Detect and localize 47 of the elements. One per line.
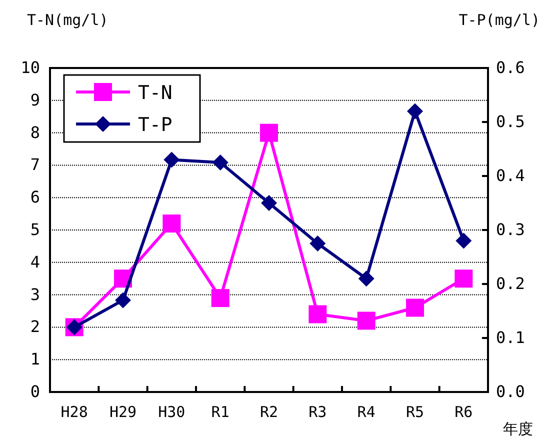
x-axis-title: 年度 — [503, 420, 533, 438]
point — [357, 312, 376, 330]
y-tick-label: 8 — [30, 122, 40, 142]
point — [407, 103, 423, 120]
y2-tick-label: 0.6 — [496, 58, 525, 77]
legend-label: T-P — [138, 114, 172, 136]
point — [164, 152, 180, 168]
point — [211, 289, 230, 308]
y2-tick-label: 0.2 — [496, 274, 525, 293]
y-tick-label: 6 — [30, 188, 40, 207]
point — [115, 292, 131, 308]
y-tick-label: 0 — [30, 382, 40, 401]
x-tick-label: H30 — [158, 403, 186, 421]
point — [456, 232, 472, 249]
x-tick-label: R6 — [454, 403, 473, 421]
x-tick-label: R4 — [357, 403, 376, 421]
y-tick-label: 4 — [30, 252, 40, 272]
y-tick-label: 3 — [30, 284, 40, 304]
x-tick-label: H29 — [109, 403, 137, 421]
y-tick-label: 9 — [30, 90, 40, 110]
x-tick-label: R1 — [211, 403, 230, 421]
y2-tick-label: 0.3 — [496, 220, 525, 239]
y2-tick-label: 0.4 — [496, 166, 525, 185]
y-tick-label: 1 — [30, 350, 40, 369]
x-tick-label: R5 — [406, 403, 424, 421]
point — [308, 305, 327, 324]
point — [212, 154, 228, 170]
y-tick-label: 10 — [20, 58, 40, 77]
y2-tick-label: 0.0 — [496, 382, 525, 401]
y2-axis-title: T-P(mg/l) — [458, 11, 540, 29]
point — [454, 270, 473, 288]
point — [162, 214, 181, 233]
y-tick-label: 2 — [30, 317, 40, 336]
y2-tick-label: 0.1 — [496, 328, 525, 347]
point — [406, 298, 424, 317]
x-tick-label: R2 — [260, 403, 278, 421]
x-tick-label: R3 — [308, 403, 327, 421]
point — [260, 124, 278, 142]
legend-label: T-N — [138, 82, 172, 104]
y-tick-label: 7 — [30, 155, 40, 174]
point — [358, 270, 374, 287]
y2-tick-label: 0.5 — [496, 112, 525, 131]
x-tick-label: H28 — [60, 403, 88, 421]
y-axis-title: T-N(mg/l) — [27, 11, 108, 29]
y-tick-label: 5 — [30, 220, 40, 239]
point — [310, 236, 326, 252]
point — [261, 195, 277, 211]
